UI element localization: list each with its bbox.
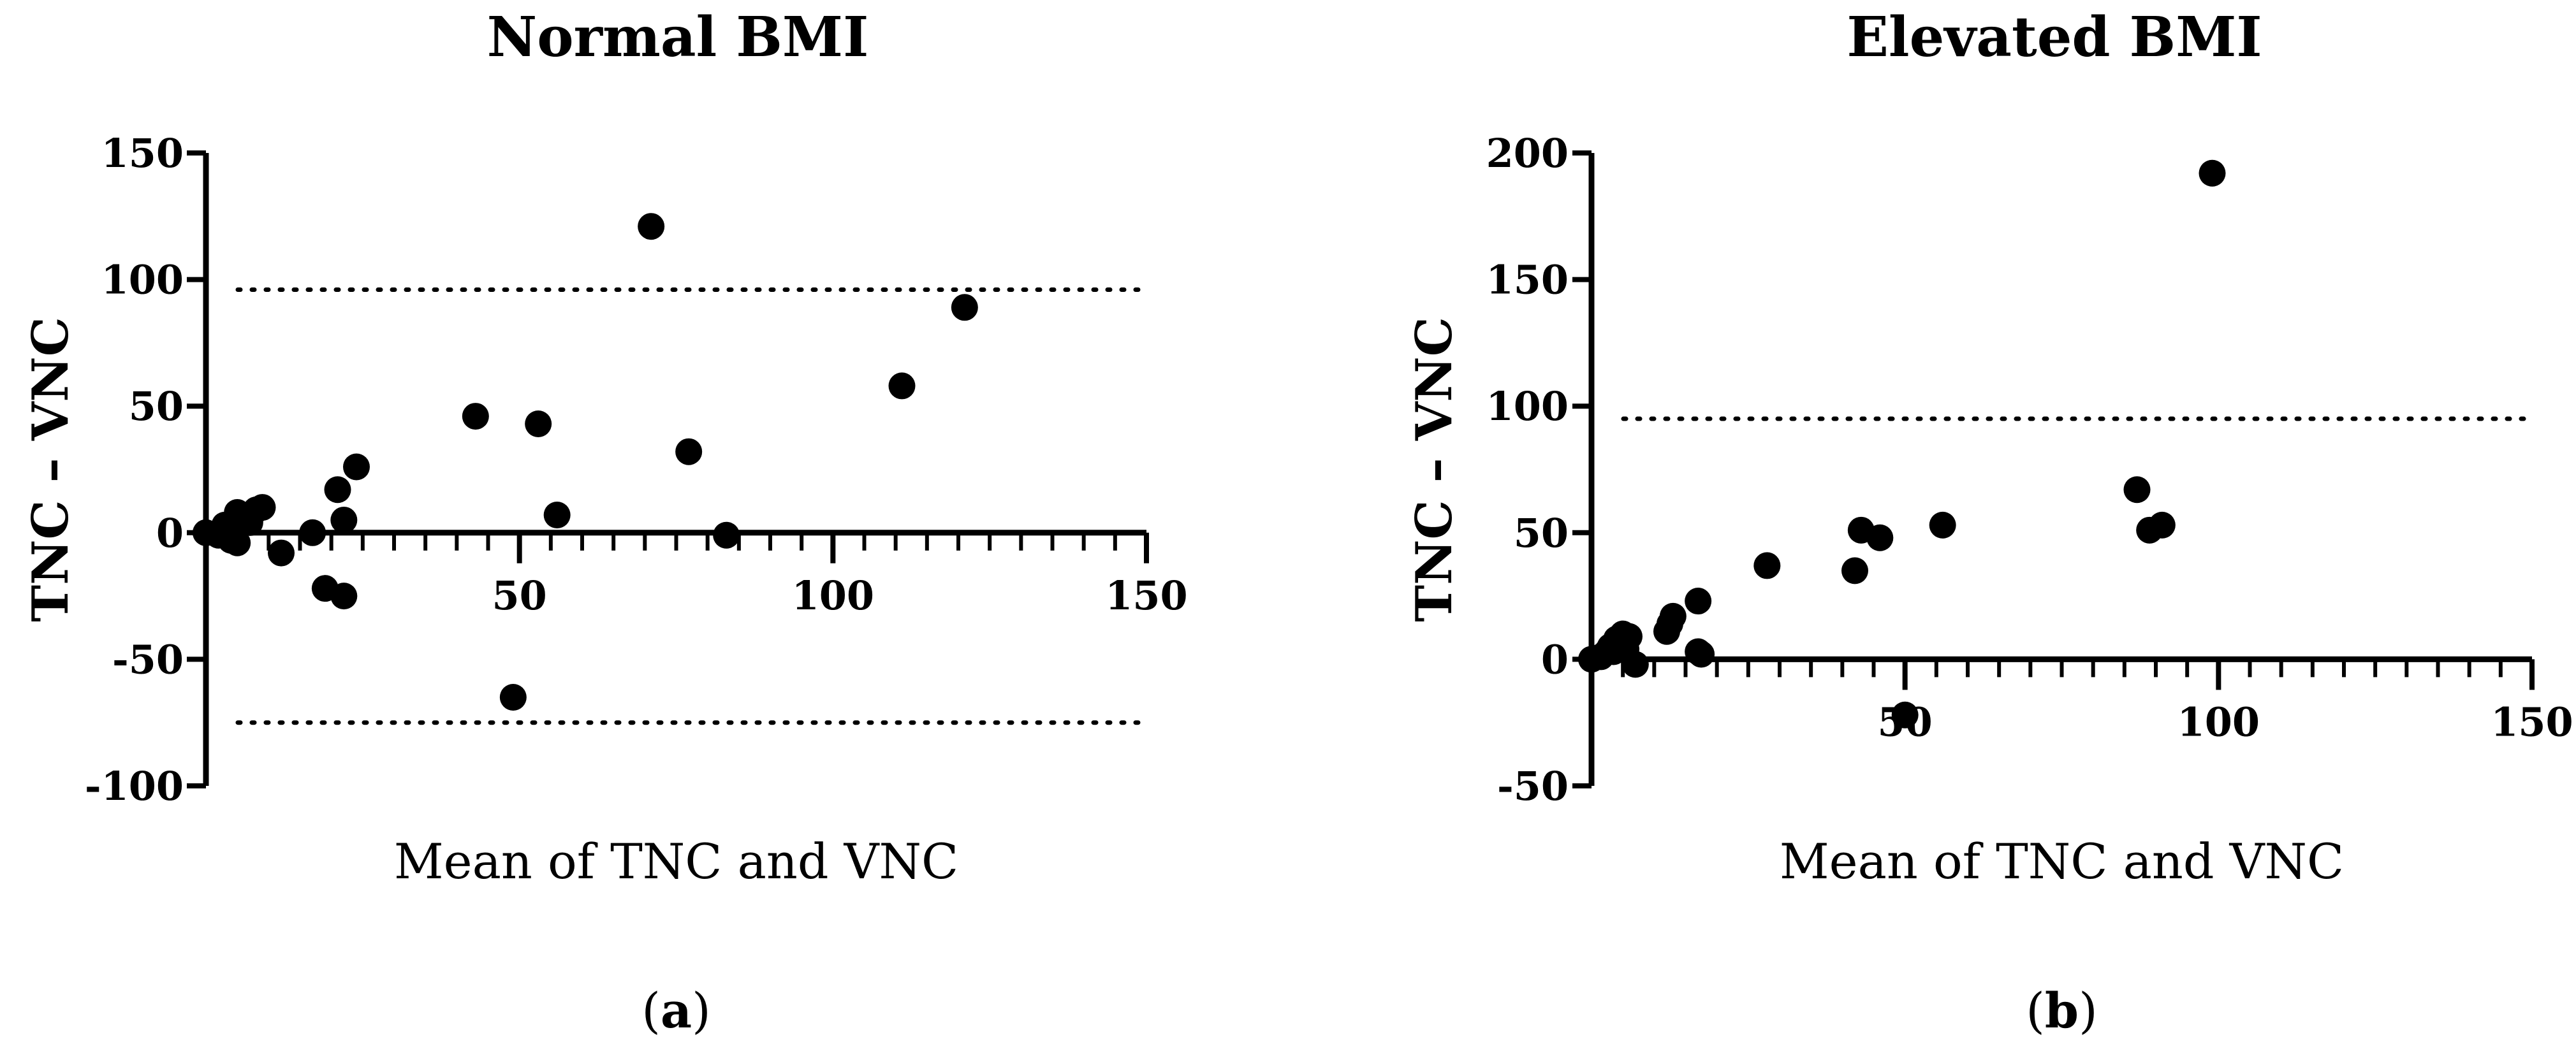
x-tick-label: 100 [2177, 699, 2260, 745]
y-tick-label: 100 [101, 257, 184, 303]
data-point [1841, 557, 1868, 584]
y-tick-label: 0 [1541, 636, 1569, 683]
data-point [543, 501, 571, 528]
data-point [249, 494, 276, 521]
x-tick-label: 100 [792, 572, 874, 619]
x-tick-label: 150 [1105, 572, 1187, 619]
data-point [2199, 159, 2226, 187]
data-point [499, 683, 527, 711]
y-tick-label: -50 [112, 636, 184, 683]
data-point [324, 476, 351, 504]
x-axis-title: Mean of TNC and VNC [394, 833, 958, 890]
y-tick-label: 150 [1486, 257, 1569, 303]
panel-elevated-bmi: Elevated BMI TNC – VNC Mean of TNC and V… [1405, 5, 2573, 1039]
panel-caption: (a) [641, 982, 711, 1039]
data-point [330, 506, 358, 533]
y-tick-label: 50 [1514, 510, 1569, 556]
y-axis-title: TNC – VNC [1405, 317, 1463, 622]
data-point [2123, 476, 2151, 504]
data-point [343, 453, 370, 481]
y-tick-label: 100 [1486, 383, 1569, 430]
y-tick-label: -100 [85, 763, 184, 809]
data-point [330, 583, 358, 610]
data-point [675, 438, 703, 465]
chart-title: Normal BMI [487, 5, 869, 69]
caption-letter: a [661, 982, 692, 1039]
data-point [638, 213, 665, 240]
x-axis-title: Mean of TNC and VNC [1780, 833, 2344, 890]
x-tick-label: 50 [492, 572, 547, 619]
data-point [1688, 641, 1715, 668]
caption-letter: b [2045, 982, 2079, 1039]
y-axis-title: TNC – VNC [22, 317, 80, 622]
panel-normal-bmi: Normal BMI TNC – VNC Mean of TNC and VNC… [22, 5, 1188, 1039]
x-tick-label: 150 [2491, 699, 2573, 745]
y-tick-label: 50 [129, 383, 184, 430]
y-tick-label: 200 [1486, 130, 1569, 177]
data-point [299, 519, 326, 546]
data-point [1616, 623, 1643, 650]
data-point [1621, 651, 1649, 678]
data-point [1659, 602, 1687, 630]
data-point [1753, 552, 1781, 579]
y-tick-label: 0 [156, 510, 184, 556]
data-point [1866, 524, 1894, 551]
data-point [951, 294, 978, 321]
data-point [462, 403, 489, 430]
panel-caption: (b) [2026, 982, 2097, 1039]
chart-title: Elevated BMI [1847, 5, 2262, 69]
data-point [1929, 511, 1956, 539]
data-point [1685, 588, 1712, 615]
y-tick-label: 150 [101, 130, 184, 177]
data-point [2148, 511, 2176, 539]
data-point [268, 539, 295, 567]
data-point [525, 410, 552, 438]
data-point [888, 372, 916, 400]
data-point [1891, 701, 1919, 729]
y-tick-label: -50 [1497, 763, 1569, 809]
data-point [713, 521, 740, 549]
plot-area: 150 100 50 0 -50 -100 50 100 150 [85, 130, 1188, 809]
data-point [224, 529, 251, 556]
